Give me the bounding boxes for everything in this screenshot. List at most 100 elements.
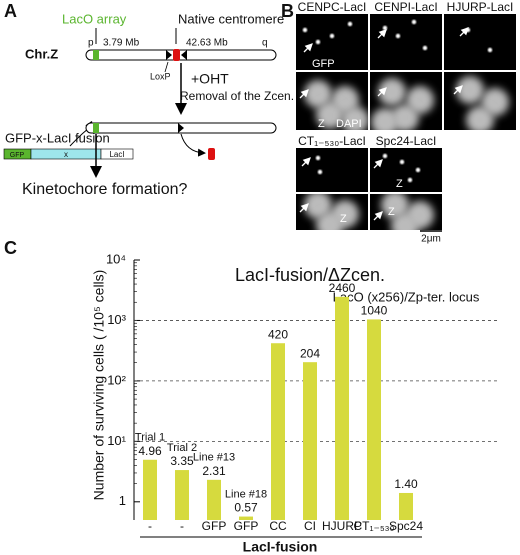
bar — [335, 296, 349, 520]
gfp-dot — [382, 153, 388, 159]
micrograph — [296, 14, 368, 70]
column-title: Spc24-LacI — [376, 134, 437, 148]
arrow — [301, 157, 311, 167]
nucleus — [378, 78, 406, 106]
panel-b-labels: GFP DAPI Z Z Z Z 2μm — [312, 58, 442, 245]
arrow — [373, 211, 383, 221]
image-background — [370, 148, 442, 192]
value-label: 4.96 — [138, 444, 162, 458]
image-background — [296, 14, 368, 70]
value-label: 3.35 — [170, 454, 194, 468]
micrograph — [296, 148, 368, 192]
arrow — [373, 159, 383, 169]
column-title: CT₁₋₅₃₀-LacI — [298, 134, 366, 148]
arrow — [377, 29, 387, 39]
panel-label: A — [4, 1, 17, 21]
laco-array — [93, 50, 99, 60]
micrograph — [370, 148, 442, 192]
z-label: Z — [318, 118, 325, 130]
x-tick-label: HJURP — [322, 519, 362, 533]
fusion-part: GFP — [10, 152, 25, 159]
z-label: Z — [396, 178, 403, 190]
x-tick-label: - — [180, 519, 184, 533]
micrograph — [296, 72, 368, 130]
channel-label: GFP — [312, 58, 335, 70]
bar-note: Trial 1 — [135, 432, 165, 444]
gfp-dot — [422, 45, 428, 51]
gfp-dot — [317, 169, 323, 175]
column-title: HJURP-LacI — [447, 0, 514, 14]
laco-array — [93, 123, 99, 133]
bar — [399, 492, 413, 520]
micrograph — [370, 14, 442, 70]
arm-label: q — [262, 38, 268, 49]
x-tick-label: GFP — [202, 519, 227, 533]
image-content — [301, 155, 323, 175]
bar-note: Trial 2 — [167, 442, 197, 454]
gfp-dot — [347, 21, 353, 27]
bar — [367, 319, 381, 520]
fusion-laci — [100, 148, 134, 160]
y-tick-label: 10⁴ — [106, 251, 126, 266]
gfp-dot — [411, 19, 417, 25]
value-label: 1.40 — [394, 477, 418, 491]
centromere — [208, 148, 215, 160]
pointer — [164, 61, 169, 73]
gfp-dot — [415, 167, 421, 173]
channel-label: DAPI — [336, 118, 362, 130]
z-label: Z — [340, 213, 347, 225]
loxp-site — [178, 123, 184, 133]
arm-label: p — [88, 38, 94, 49]
z-label: Z — [388, 206, 395, 218]
panel-a: A LacO array Native centromere Chr.Z p 3… — [3, 1, 294, 198]
image-content — [459, 27, 493, 53]
gfp-dot — [302, 27, 308, 33]
bar-note: Line #13 — [193, 452, 235, 464]
image-content — [373, 153, 421, 183]
bar — [271, 343, 285, 520]
y-tick-label: 1 — [119, 493, 126, 508]
treatment-label: +OHT — [191, 71, 229, 87]
image-content — [373, 194, 434, 230]
y-tick-label: 10³ — [107, 312, 126, 327]
arrow — [303, 43, 313, 53]
image-content — [302, 21, 353, 53]
panel-b: B CENPC-LacI CENPI-LacI HJURP-LacI CT₁₋₅… — [281, 0, 516, 230]
image-content — [371, 78, 434, 130]
gfp-dot — [329, 33, 335, 39]
nucleus — [316, 101, 344, 129]
micrograph — [444, 14, 516, 70]
position-label: 42.63 Mb — [186, 38, 228, 49]
arrow — [180, 133, 206, 157]
image-content — [299, 80, 368, 130]
chart-subtitle: LacO (x256)/Zp-ter. locus — [333, 289, 480, 304]
chart-title: LacI-fusion/ΔZcen. — [235, 265, 385, 285]
micrograph — [296, 194, 368, 230]
panel-c: C LacI-fusion/ΔZcen. LacO (x256)/Zp-ter.… — [4, 238, 500, 555]
bar — [239, 516, 253, 520]
gfp-dot — [315, 39, 321, 45]
y-tick-label: 10¹ — [107, 433, 126, 448]
position-label: 3.79 Mb — [103, 38, 140, 49]
loxp-site — [166, 50, 187, 60]
x-tick-label: CC — [269, 519, 287, 533]
micrograph — [370, 194, 442, 230]
x-tick-label: CI — [304, 519, 316, 533]
value-label: 2.31 — [202, 464, 226, 478]
x-tick-label: - — [148, 519, 152, 533]
loxp-label: LoxP — [150, 71, 171, 81]
y-tick-label: 10² — [107, 372, 126, 387]
bar — [175, 470, 189, 520]
centromere — [173, 49, 180, 61]
chromosome-label: Chr.Z — [25, 46, 58, 61]
centromere-label: Native centromere — [178, 11, 284, 26]
nucleus — [341, 106, 368, 130]
value-label: 2460 — [329, 281, 356, 295]
bar — [303, 362, 317, 520]
image-background — [370, 14, 442, 70]
scale-label: 2μm — [421, 234, 441, 245]
question: Kinetochore formation? — [22, 181, 188, 198]
panel-label: B — [281, 1, 294, 21]
nucleus — [391, 212, 419, 230]
